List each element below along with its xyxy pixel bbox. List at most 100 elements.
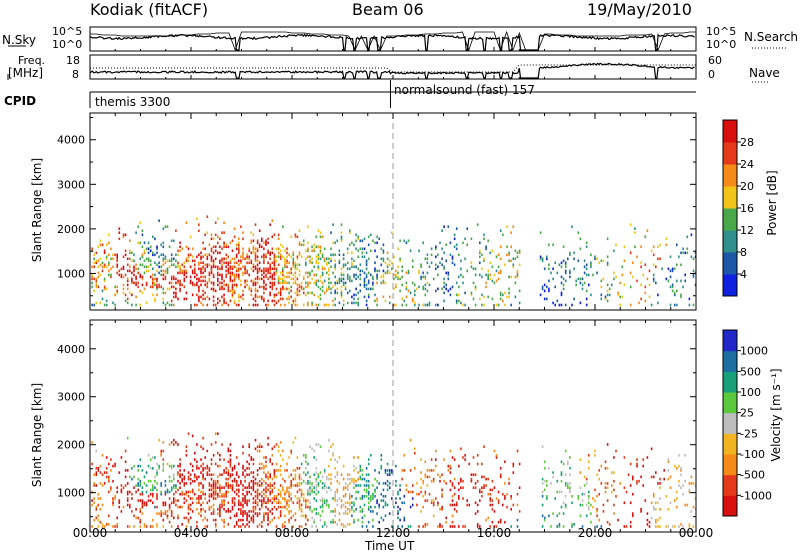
power-echo-cell [263,257,265,261]
power-echo-cell [143,287,146,291]
power-echo-cell [363,237,366,241]
power-echo-cell [541,287,544,291]
power-echo-cell [298,229,301,232]
velocity-echo-cell [152,456,154,459]
power-echo-cell [93,277,95,281]
power-echo-cell [204,233,206,237]
power-colorbar-segment [723,252,737,275]
velocity-echo-cell [214,432,217,435]
power-echo-cell [382,259,385,263]
power-echo-cell [265,287,267,291]
power-echo-cell [692,275,695,279]
velocity-echo-cell [334,514,336,518]
velocity-echo-cell [267,488,269,492]
velocity-echo-cell [336,471,339,474]
velocity-echo-cell [680,523,682,526]
power-echo-cell [168,265,171,269]
velocity-echo-cell [288,495,290,498]
power-echo-cell [606,289,609,293]
power-echo-cell [93,253,95,257]
velocity-echo-cell [302,499,305,502]
power-echo-cell [351,261,353,265]
power-echo-cell [282,245,284,249]
velocity-echo-cell [351,514,353,518]
velocity-echo-cell [409,505,412,509]
velocity-echo-cell [204,510,206,513]
power-echo-cell [399,277,401,281]
power-echo-cell [242,251,244,255]
power-echo-cell [225,261,227,265]
velocity-echo-cell [349,495,351,498]
power-echo-cell [361,269,364,273]
velocity-echo-cell [604,486,607,489]
power-echo-cell [374,249,376,253]
velocity-echo-cell [309,445,311,448]
velocity-echo-cell [93,518,95,522]
velocity-echo-cell [129,525,131,528]
power-echo-cell [173,285,175,289]
power-echo-cell [267,237,269,241]
power-echo-cell [305,281,307,285]
power-echo-cell [156,293,158,297]
velocity-echo-cell [640,508,642,511]
power-echo-cell [160,273,162,277]
power-echo-cell [315,255,318,259]
power-echo-cell [273,295,276,299]
velocity-echo-cell [365,488,368,492]
power-echo-cell [351,241,353,245]
power-echo-cell [319,275,322,279]
velocity-echo-cell [265,495,267,498]
power-echo-cell [338,277,341,281]
power-echo-cell [323,257,326,261]
power-echo-cell [334,275,336,279]
velocity-echo-cell [166,516,169,520]
velocity-echo-cell [141,469,144,472]
power-echo-cell [141,277,144,281]
power-echo-cell [499,291,502,295]
power-echo-cell [258,245,261,249]
velocity-echo-cell [212,479,215,483]
power-echo-cell [344,281,347,285]
power-echo-cell [443,285,445,289]
power-echo-cell [164,261,167,265]
power-echo-cell [191,283,194,287]
velocity-echo-cell [277,501,280,505]
velocity-echo-cell [288,492,290,496]
velocity-echo-cell [495,525,498,528]
power-echo-cell [131,279,133,283]
power-echo-cell [449,241,452,245]
power-echo-cell [479,255,481,259]
velocity-echo-cell [277,449,280,453]
velocity-echo-cell [560,473,563,476]
power-echo-cell [349,231,351,234]
station-title: Kodiak (fitACF) [90,0,209,19]
velocity-echo-cell [254,501,257,505]
velocity-echo-cell [541,445,544,448]
power-echo-cell [141,291,144,295]
power-echo-cell [225,275,227,279]
power-echo-cell [435,289,437,293]
power-echo-cell [143,249,146,253]
power-echo-cell [376,277,378,281]
power-echo-cell [462,241,464,245]
power-echo-cell [238,263,240,267]
velocity-echo-cell [212,486,215,489]
power-echo-cell [95,301,98,305]
power-echo-cell [124,299,127,303]
power-echo-cell [338,261,341,265]
velocity-echo-cell [479,525,481,528]
power-echo-cell [91,265,93,269]
power-echo-cell [166,259,169,263]
velocity-echo-cell [290,516,292,520]
velocity-echo-cell [177,471,179,474]
velocity-echo-cell [263,488,265,492]
velocity-echo-cell [183,492,186,496]
velocity-echo-cell [258,508,261,511]
power-echo-cell [307,271,309,275]
velocity-echo-cell [307,518,309,522]
power-echo-cell [108,269,110,273]
power-echo-cell [491,297,494,301]
velocity-echo-cell [604,482,607,485]
velocity-echo-cell [175,499,177,502]
power-echo-cell [250,231,253,234]
